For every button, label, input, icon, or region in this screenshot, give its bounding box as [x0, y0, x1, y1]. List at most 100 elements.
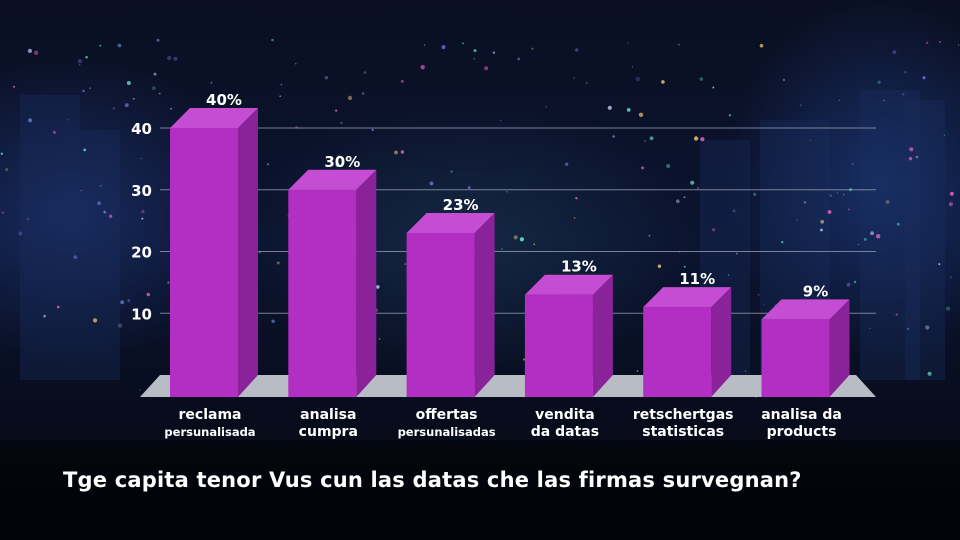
background-light	[467, 186, 471, 190]
background-light	[712, 228, 715, 232]
background-light	[499, 119, 502, 122]
background-light	[895, 313, 898, 316]
category-label-line2: cumpra	[299, 424, 358, 440]
background-light	[877, 80, 881, 84]
bar	[170, 108, 258, 397]
background-light	[626, 108, 631, 112]
bar	[406, 212, 495, 397]
background-light	[759, 43, 764, 48]
background-light	[648, 234, 651, 237]
background-light	[690, 180, 695, 185]
background-light	[950, 276, 952, 279]
background-light	[803, 201, 807, 204]
background-light	[575, 48, 579, 52]
background-light	[727, 274, 730, 276]
background-light	[77, 59, 82, 64]
bar-front	[406, 232, 475, 397]
background-light	[103, 210, 106, 214]
background-light	[820, 228, 823, 232]
background-light	[820, 219, 825, 224]
category-label-line1: vendita	[535, 407, 595, 423]
background-light	[612, 135, 615, 138]
bar-front	[524, 294, 593, 397]
background-light	[80, 190, 82, 192]
background-light	[153, 72, 157, 76]
background-light	[683, 265, 686, 268]
bar	[288, 169, 377, 397]
background-light	[484, 66, 489, 71]
background-light	[82, 89, 85, 93]
bar-top	[524, 274, 613, 295]
background-light	[922, 76, 926, 80]
bar-top	[170, 108, 258, 128]
bar-side	[238, 108, 258, 397]
background-light	[513, 235, 518, 240]
background-light	[73, 255, 78, 259]
background-light	[939, 41, 941, 43]
category-label-line2: persunalisada	[164, 425, 255, 439]
bar-front	[170, 128, 238, 397]
background-light	[575, 197, 578, 200]
y-tick-label: 30	[131, 182, 152, 200]
background-light	[876, 234, 881, 239]
background-light	[638, 112, 644, 118]
background-light	[99, 44, 102, 47]
background-light	[732, 209, 736, 213]
background-light	[827, 210, 832, 214]
background-light	[266, 163, 269, 166]
background-light	[133, 98, 135, 100]
category-label-line2: products	[767, 424, 837, 440]
background-light	[838, 99, 840, 101]
background-light	[946, 306, 951, 311]
y-tick-label: 10	[131, 305, 152, 323]
background-light	[631, 66, 634, 68]
bar-value-label: 9%	[803, 282, 828, 300]
background-light	[18, 231, 23, 236]
bar-front	[643, 307, 712, 397]
background-light	[700, 137, 705, 142]
background-light	[83, 148, 86, 152]
bar	[643, 287, 732, 397]
category-label-line1: reclama	[179, 407, 242, 423]
background-light	[519, 237, 525, 242]
background-light	[909, 147, 914, 152]
background-light	[141, 217, 144, 220]
background-light	[324, 76, 329, 80]
bar	[524, 274, 613, 397]
background-light	[167, 55, 172, 61]
background-light	[846, 282, 851, 287]
background-light	[927, 371, 932, 376]
background-light	[573, 77, 575, 79]
background-light	[904, 71, 907, 74]
background-light	[661, 80, 665, 84]
background-light	[843, 194, 845, 196]
background-light	[295, 63, 297, 65]
background-light	[925, 325, 930, 330]
background-light	[376, 285, 380, 289]
background-light	[763, 304, 765, 306]
background-light	[693, 136, 699, 141]
background-light	[644, 140, 646, 143]
background-light	[276, 261, 280, 265]
background-light	[892, 50, 897, 54]
background-light	[757, 293, 760, 296]
background-light	[958, 44, 960, 46]
background-light	[136, 126, 140, 129]
background-light	[649, 136, 654, 141]
category-label-line2: da datas	[531, 424, 599, 440]
background-light	[33, 50, 39, 55]
background-light	[908, 156, 913, 161]
background-light	[736, 252, 738, 255]
background-light	[847, 208, 850, 211]
bar-value-label: 23%	[443, 196, 479, 214]
background-light	[140, 157, 142, 160]
background-light	[67, 119, 70, 121]
chart-question-caption: Tge capita tenor Vus cun las datas che l…	[63, 468, 802, 492]
bar-top	[288, 169, 377, 190]
background-tower	[20, 95, 80, 380]
background-light	[420, 65, 425, 70]
background-light	[943, 134, 945, 136]
background-tower	[905, 100, 945, 380]
background-light	[782, 78, 786, 81]
